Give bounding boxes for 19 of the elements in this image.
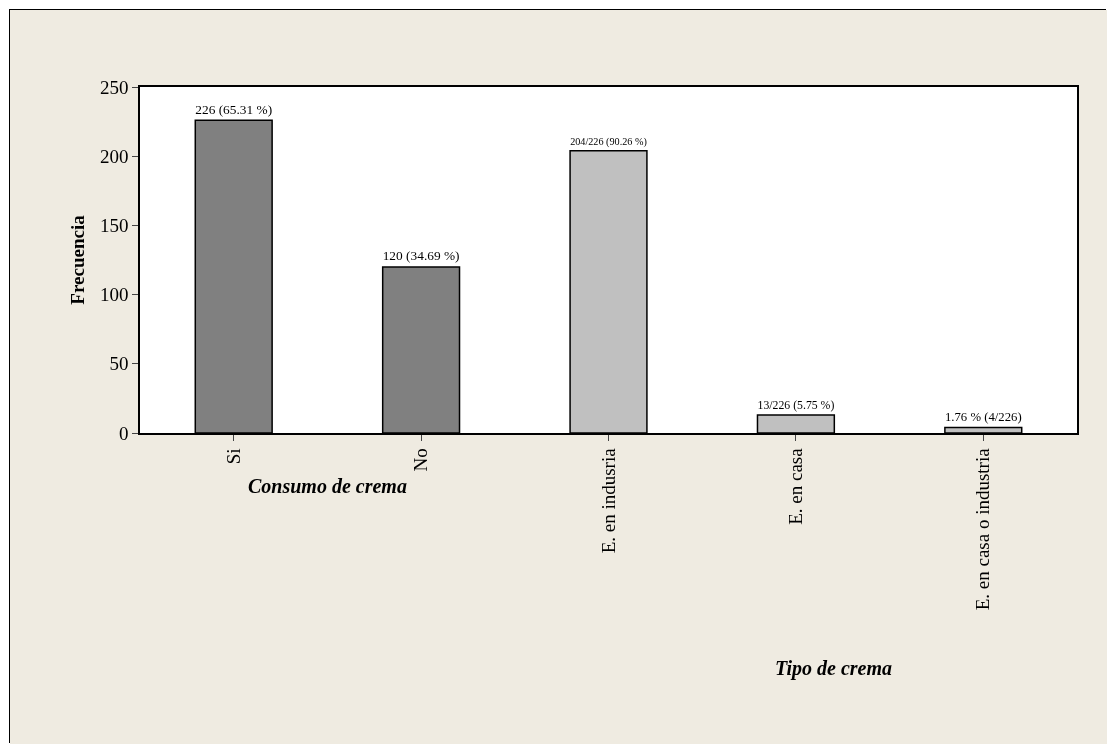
data-label: 13/226 (5.75 %) bbox=[757, 398, 835, 412]
x-tick-label: E. en casa o industria bbox=[972, 447, 994, 611]
y-tick-label: 100 bbox=[99, 284, 129, 306]
y-tick-label: 150 bbox=[99, 215, 129, 237]
y-tick-label: 200 bbox=[99, 145, 129, 167]
data-label: 204/226 (90.26 %) bbox=[570, 135, 647, 148]
x-tick-label: E. en casa bbox=[785, 447, 807, 525]
text: Tipo de crema bbox=[775, 657, 893, 680]
x-tick-label: E. en indusria bbox=[597, 447, 619, 554]
x-tick-label: Si bbox=[222, 448, 244, 465]
data-label: 1.76 % (4/226) bbox=[944, 410, 1022, 425]
data-label: 226 (65.31 %) bbox=[195, 101, 273, 117]
text: Consumo de crema bbox=[248, 475, 407, 497]
data-label: 120 (34.69 %) bbox=[382, 248, 460, 264]
y-tick-label: 0 bbox=[118, 422, 129, 444]
y-tick-label: 50 bbox=[109, 353, 129, 375]
y-axis-title: Frecuencia bbox=[67, 214, 89, 305]
y-tick-label: 250 bbox=[99, 76, 129, 98]
x-tick-label: No bbox=[410, 448, 432, 472]
